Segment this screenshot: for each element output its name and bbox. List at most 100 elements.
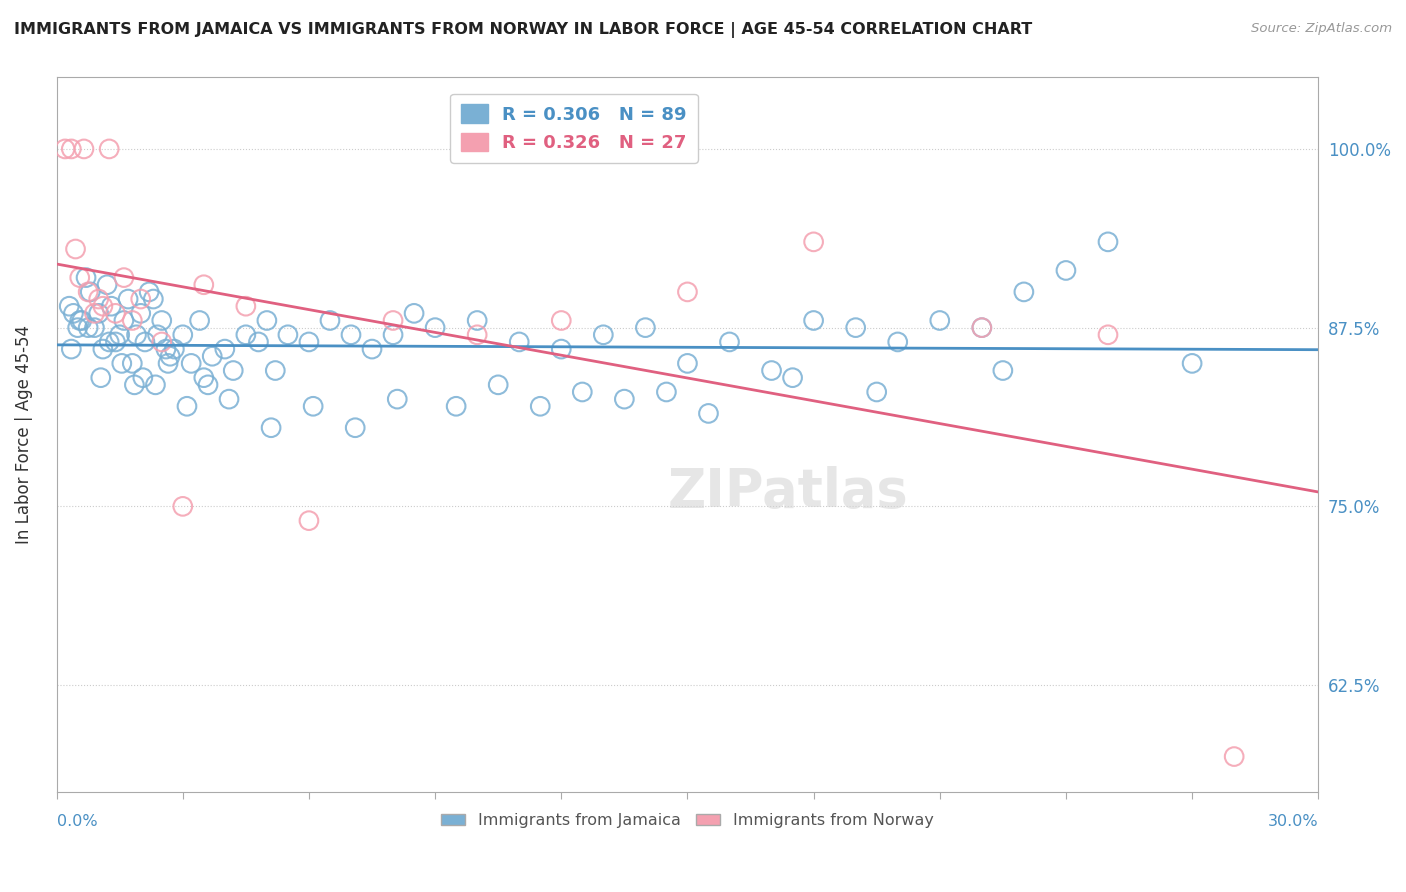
Point [340,327,363,342]
Point [112,270,135,285]
Point [344,421,367,435]
Point [718,334,741,349]
Point [697,406,720,420]
Point [1097,327,1119,342]
Point [444,399,467,413]
Point [83,320,105,334]
Point [508,334,530,349]
Point [60,142,83,156]
Y-axis label: In Labor Force | Age 45-54: In Labor Force | Age 45-54 [15,326,32,544]
Point [159,349,181,363]
Point [70,313,93,327]
Point [104,306,127,320]
Point [845,320,868,334]
Point [866,384,889,399]
Text: ZIPatlas: ZIPatlas [668,466,908,518]
Point [387,392,409,406]
Point [302,399,325,413]
Point [423,320,446,334]
Point [100,299,122,313]
Point [1097,235,1119,249]
Point [214,342,236,356]
Point [235,299,257,313]
Point [803,235,825,249]
Point [803,313,825,327]
Point [382,313,405,327]
Point [60,342,83,356]
Point [121,356,143,370]
Point [465,327,488,342]
Point [58,299,80,313]
Point [87,306,110,320]
Point [298,514,321,528]
Point [188,313,211,327]
Point [69,313,91,327]
Point [235,327,257,342]
Point [550,342,572,356]
Point [90,370,112,384]
Point [970,320,993,334]
Point [172,327,194,342]
Point [146,327,169,342]
Point [465,313,488,327]
Point [260,421,283,435]
Point [77,320,100,334]
Point [62,306,84,320]
Text: 0.0%: 0.0% [56,814,97,829]
Point [782,370,804,384]
Point [218,392,240,406]
Point [571,384,593,399]
Point [73,142,96,156]
Point [592,327,614,342]
Point [91,299,114,313]
Point [132,370,155,384]
Point [125,327,148,342]
Point [104,334,127,349]
Point [98,142,121,156]
Point [163,342,186,356]
Point [264,363,287,377]
Point [155,342,177,356]
Point [761,363,783,377]
Point [404,306,426,320]
Point [613,392,636,406]
Legend: Immigrants from Jamaica, Immigrants from Norway: Immigrants from Jamaica, Immigrants from… [434,806,941,834]
Point [382,327,405,342]
Point [53,142,76,156]
Point [529,399,551,413]
Point [111,356,134,370]
Point [886,334,908,349]
Point [75,270,97,285]
Point [928,313,950,327]
Point [150,334,173,349]
Point [180,356,202,370]
Text: Source: ZipAtlas.com: Source: ZipAtlas.com [1251,22,1392,36]
Point [197,377,219,392]
Point [157,356,180,370]
Point [1012,285,1035,299]
Point [117,292,139,306]
Point [65,242,87,256]
Point [655,384,678,399]
Point [112,313,135,327]
Point [129,292,152,306]
Text: 30.0%: 30.0% [1268,814,1319,829]
Point [193,370,215,384]
Point [121,313,143,327]
Point [256,313,278,327]
Point [486,377,509,392]
Point [247,334,270,349]
Point [142,292,165,306]
Point [79,285,101,299]
Point [634,320,657,334]
Point [77,285,100,299]
Point [298,334,321,349]
Point [134,334,156,349]
Point [201,349,224,363]
Text: IMMIGRANTS FROM JAMAICA VS IMMIGRANTS FROM NORWAY IN LABOR FORCE | AGE 45-54 COR: IMMIGRANTS FROM JAMAICA VS IMMIGRANTS FR… [14,22,1032,38]
Point [991,363,1014,377]
Point [150,313,173,327]
Point [319,313,342,327]
Point [83,306,105,320]
Point [108,327,131,342]
